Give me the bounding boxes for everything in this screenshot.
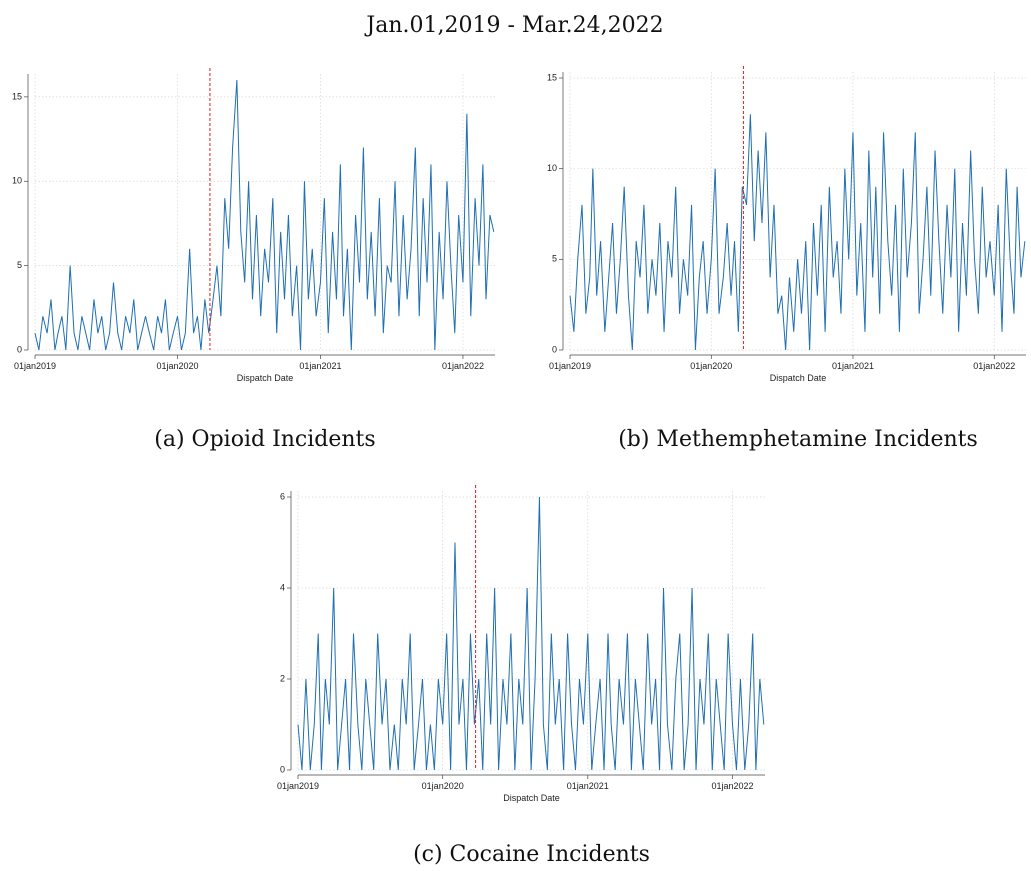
x-tick-label: 01jan2021 [832, 361, 874, 371]
caption: (b) Methemphetamine Incidents [618, 427, 978, 452]
y-tick-label: 10 [547, 163, 557, 173]
y-tick-label: 2 [280, 673, 285, 683]
x-tick-label: 01jan2019 [277, 781, 319, 791]
x-tick-label: 01jan2022 [442, 361, 484, 371]
y-tick-label: 6 [280, 491, 285, 501]
x-tick-label: 01jan2019 [14, 361, 56, 371]
y-tick-label: 4 [280, 582, 285, 592]
x-tick-label: 01jan2019 [549, 361, 591, 371]
x-axis-label: Dispatch Date [770, 373, 827, 383]
x-tick-label: 01jan2020 [157, 361, 199, 371]
y-tick-label: 0 [552, 344, 557, 354]
x-tick-label: 01jan2021 [299, 361, 341, 371]
y-tick-label: 5 [17, 260, 22, 270]
x-tick-label: 01jan2020 [690, 361, 732, 371]
y-tick-label: 15 [547, 72, 557, 82]
x-tick-label: 01jan2021 [567, 781, 609, 791]
figure-title: Jan.01,2019 - Mar.24,2022 [364, 13, 663, 38]
x-tick-label: 01jan2022 [973, 361, 1015, 371]
x-tick-label: 01jan2020 [422, 781, 464, 791]
y-tick-label: 10 [12, 176, 22, 186]
x-axis-label: Dispatch Date [237, 373, 294, 383]
x-axis-label: Dispatch Date [503, 793, 560, 803]
caption: (c) Cocaine Incidents [413, 842, 650, 867]
data-line [34, 79, 495, 351]
caption: (a) Opioid Incidents [154, 427, 375, 452]
y-tick-label: 15 [12, 91, 22, 101]
x-tick-label: 01jan2022 [711, 781, 753, 791]
y-tick-label: 5 [552, 254, 557, 264]
data-line [297, 496, 765, 771]
data-line [569, 114, 1026, 351]
y-tick-label: 0 [280, 764, 285, 774]
y-tick-label: 0 [17, 344, 22, 354]
